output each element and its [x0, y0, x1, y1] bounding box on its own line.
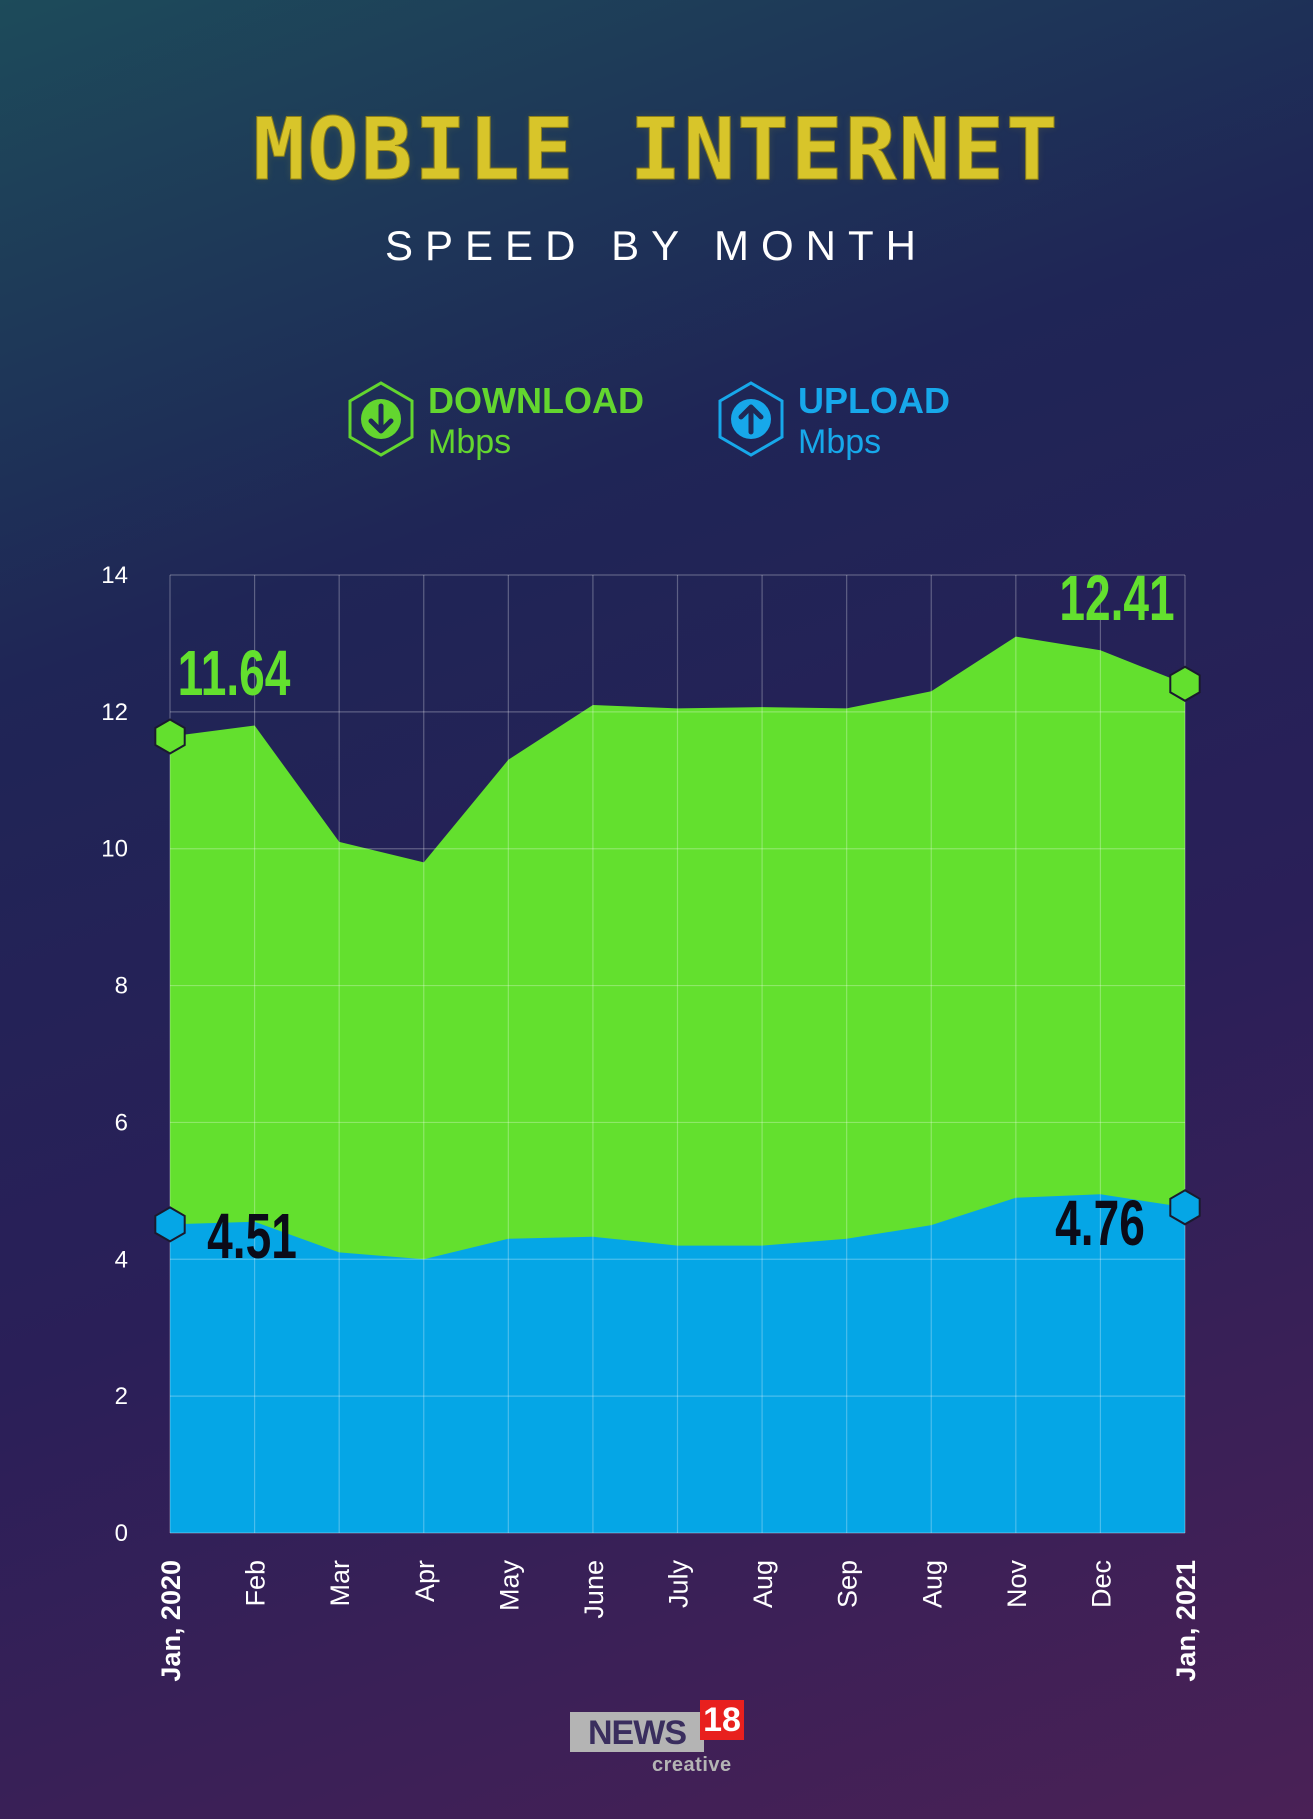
legend-label-upload: UPLOAD — [798, 380, 950, 421]
x-tick-label: Apr — [410, 1560, 440, 1602]
value-label: 4.76 — [1055, 1188, 1145, 1259]
value-label: 4.51 — [207, 1201, 297, 1272]
arrow-up-icon — [718, 381, 784, 457]
legend-text-download: DOWNLOAD Mbps — [428, 380, 644, 462]
logo-word: NEWS — [570, 1712, 704, 1752]
legend-label-download: DOWNLOAD — [428, 380, 644, 421]
upload-end-marker — [1169, 1189, 1201, 1226]
x-tick-label: Feb — [241, 1560, 271, 1607]
x-tick-label: May — [494, 1560, 524, 1612]
y-tick-label: 14 — [101, 562, 128, 589]
x-tick-label: Sep — [833, 1560, 863, 1608]
logo-tagline: creative — [652, 1754, 732, 1776]
x-tick-label: Jan, 2020 — [156, 1560, 186, 1682]
value-label: 12.41 — [1059, 563, 1174, 634]
news18-creative-logo: NEWS 18 creative — [570, 1700, 745, 1780]
x-tick-label: Nov — [1002, 1560, 1032, 1609]
logo-number: 18 — [700, 1700, 744, 1740]
upload-area — [170, 1194, 1185, 1533]
x-tick-label: July — [664, 1560, 694, 1609]
upload-start-marker — [154, 1206, 186, 1243]
download-start-marker — [154, 718, 186, 755]
x-tick-label: Dec — [1086, 1560, 1116, 1608]
x-tick-label: June — [579, 1560, 609, 1619]
legend-unit-upload: Mbps — [798, 423, 882, 461]
x-tick-label: Aug — [917, 1560, 947, 1608]
y-tick-label: 12 — [101, 699, 128, 726]
y-tick-label: 4 — [115, 1246, 128, 1273]
x-tick-label: Aug — [748, 1560, 778, 1608]
legend-text-upload: UPLOAD Mbps — [798, 380, 950, 462]
chart-subtitle: SPEED BY MONTH — [385, 222, 928, 269]
y-tick-label: 6 — [115, 1109, 128, 1136]
chart-title: MOBILE INTERNET — [0, 100, 1313, 201]
x-tick-label: Jan, 2021 — [1171, 1560, 1201, 1682]
y-tick-label: 8 — [115, 973, 128, 1000]
y-tick-label: 0 — [115, 1520, 128, 1547]
y-tick-label: 10 — [101, 836, 128, 863]
x-tick-label: Mar — [325, 1560, 355, 1607]
y-tick-label: 2 — [115, 1383, 128, 1410]
value-label: 11.64 — [178, 638, 291, 709]
legend-unit-download: Mbps — [428, 423, 512, 461]
download-end-marker — [1169, 665, 1201, 702]
arrow-down-icon — [348, 381, 414, 457]
